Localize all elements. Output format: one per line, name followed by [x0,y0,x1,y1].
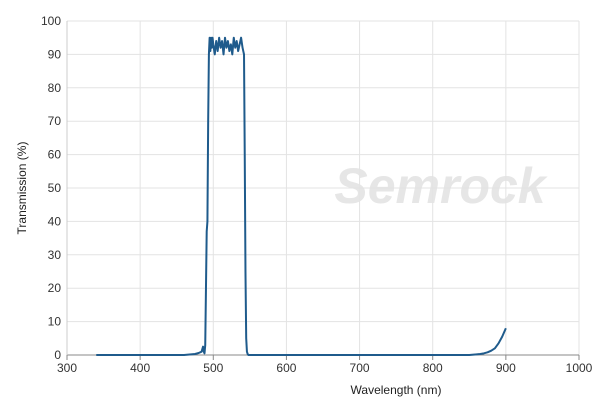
y-tick-label: 90 [48,47,62,61]
grid [67,20,580,355]
series [96,36,507,356]
x-tick-label: 400 [130,361,150,375]
y-tick-label: 30 [48,248,62,262]
x-tick-label: 600 [276,361,296,375]
y-tick-label: 0 [54,348,61,362]
y-tick-label: 60 [48,148,62,162]
y-tick-label: 20 [48,281,62,295]
x-tick-label: 300 [57,361,77,375]
series-line [96,36,507,356]
y-tick-label: 80 [48,81,62,95]
y-tick-label: 70 [48,114,62,128]
tick-labels: 0 10 20 30 40 50 60 70 80 90 100 300 400 500 600 700 800… [41,14,593,375]
y-tick-label: 50 [48,181,62,195]
y-tick-label: 100 [41,14,61,28]
y-axis-label: Transmission (%) [15,142,29,235]
x-axis-label: Wavelength (nm) [351,383,442,397]
watermark: Semrock [334,158,547,214]
x-tick-label: 800 [423,361,443,375]
x-tick-label: 1000 [566,361,593,375]
x-tick-label: 500 [203,361,223,375]
x-tick-label: 900 [496,361,516,375]
y-tick-label: 40 [48,214,62,228]
y-tick-label: 10 [48,315,62,329]
x-tick-label: 700 [350,361,370,375]
